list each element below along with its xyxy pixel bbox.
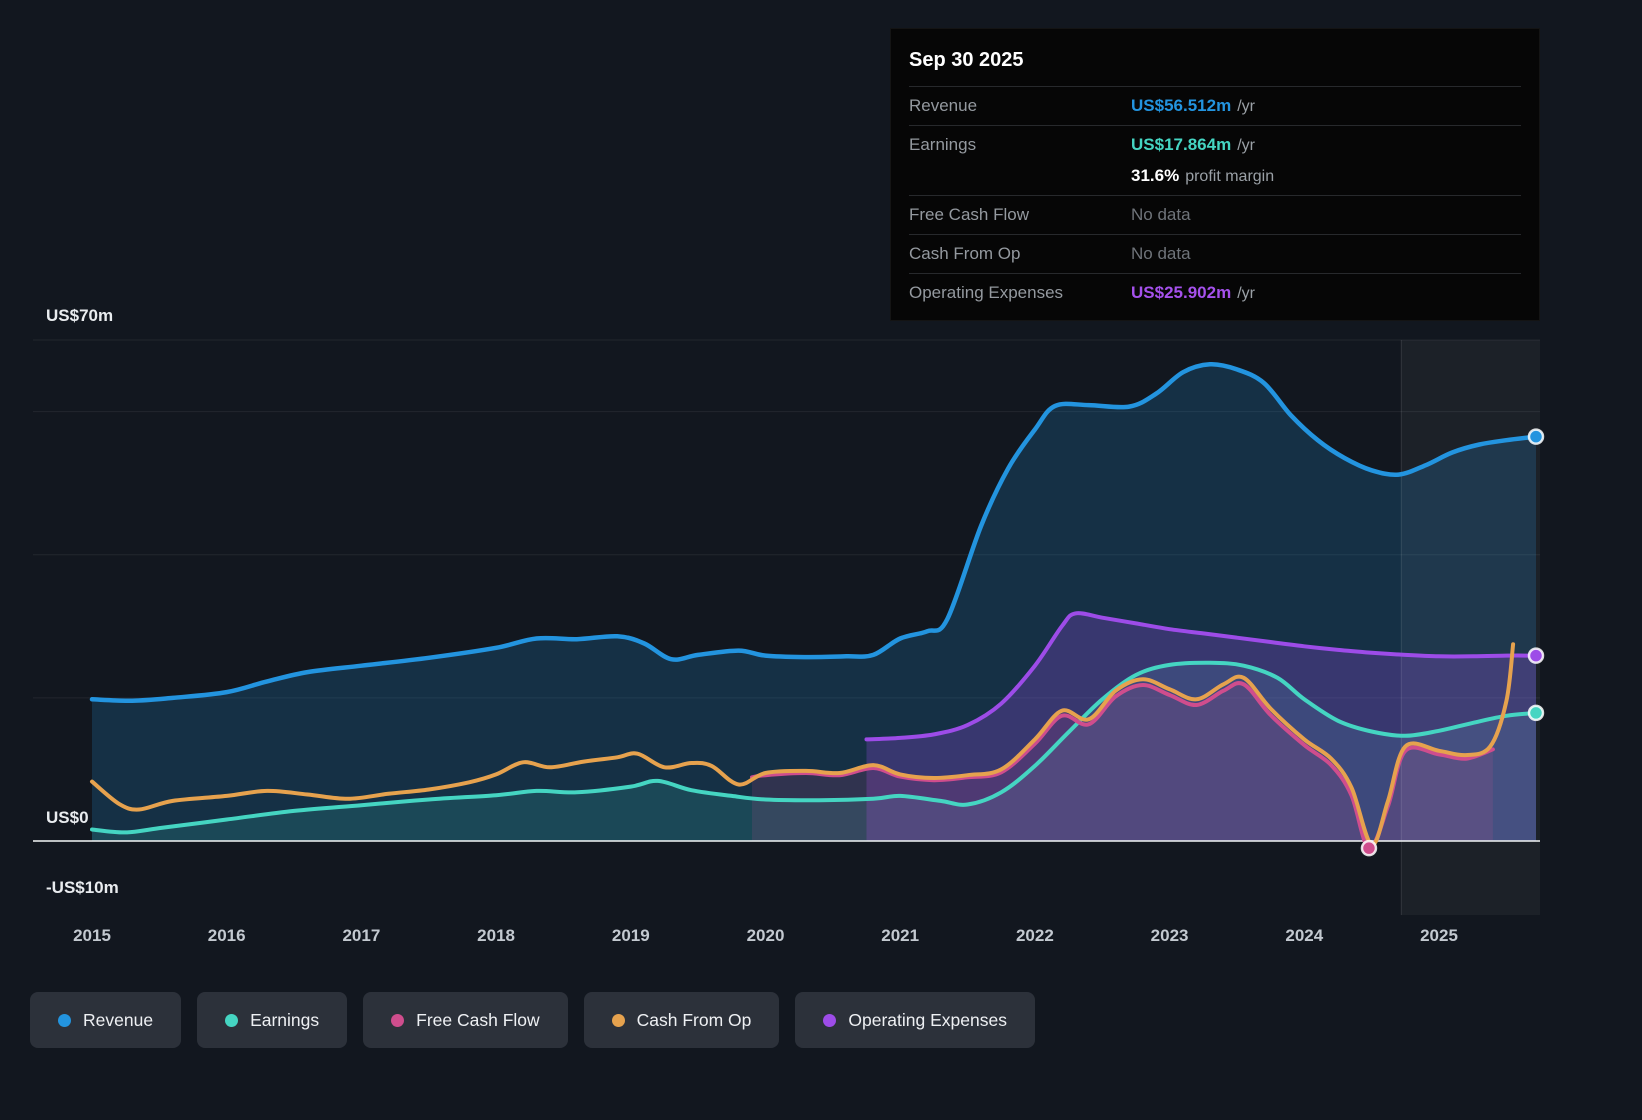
tooltip-opex-label: Operating Expenses [909, 283, 1064, 302]
tooltip-opex-value: US$25.902m/yr [1131, 283, 1255, 302]
tooltip-row-profit-margin: 31.6% profit margin [909, 164, 1521, 195]
legend-item-earnings[interactable]: Earnings [197, 992, 348, 1048]
y-axis-label-70m: US$70m [46, 306, 114, 325]
x-axis-tick-2015: 2015 [73, 926, 111, 945]
legend: Revenue Earnings Free Cash Flow Cash From O… [30, 992, 1035, 1048]
legend-dot-icon [391, 1013, 405, 1027]
tooltip-fcf-value: No data [1131, 205, 1191, 224]
x-axis-tick-2019: 2019 [611, 926, 650, 945]
tooltip-profit-margin-value: 31.6% profit margin [1131, 166, 1275, 185]
legend-label: Free Cash Flow [416, 1009, 540, 1030]
legend-item-cash-from-op[interactable]: Cash From Op [583, 992, 780, 1048]
tooltip-earnings-value: US$17.864m/yr [1131, 135, 1255, 154]
legend-label: Operating Expenses [848, 1009, 1007, 1030]
tooltip-row-operating-expenses: Operating Expenses US$25.902m/yr [909, 273, 1521, 312]
x-axis-tick-2021: 2021 [881, 926, 920, 945]
tooltip-revenue-label: Revenue [909, 96, 978, 115]
legend-label: Earnings [250, 1009, 320, 1030]
x-axis-tick-2025: 2025 [1420, 926, 1458, 945]
legend-dot-icon [611, 1013, 625, 1027]
x-axis-tick-2017: 2017 [342, 926, 381, 945]
legend-dot-icon [823, 1013, 837, 1027]
tooltip-fcf-label: Free Cash Flow [909, 205, 1029, 224]
tooltip-row-revenue: Revenue US$56.512m/yr [909, 86, 1521, 125]
tooltip-revenue-value: US$56.512m/yr [1131, 96, 1255, 115]
tooltip-cashop-value: No data [1131, 244, 1191, 263]
x-axis-tick-2020: 2020 [746, 926, 785, 945]
legend-label: Cash From Op [636, 1009, 752, 1030]
tooltip-earnings-label: Earnings [909, 135, 977, 154]
legend-label: Revenue [83, 1009, 154, 1030]
tooltip-date: Sep 30 2025 [909, 49, 1024, 71]
tooltip-row-cash-from-op: Cash From Op No data [909, 234, 1521, 273]
tooltip-row-free-cash-flow: Free Cash Flow No data [909, 195, 1521, 234]
x-axis-tick-2018: 2018 [477, 926, 516, 945]
x-axis-tick-2024: 2024 [1285, 926, 1324, 945]
legend-dot-icon [58, 1013, 71, 1027]
legend-dot-icon [225, 1013, 239, 1027]
x-axis-tick-2023: 2023 [1150, 926, 1189, 945]
chart-tooltip: Sep 30 2025 Revenue US$56.512m/yr Earnin… [890, 28, 1540, 321]
tooltip-cashop-label: Cash From Op [909, 244, 1021, 263]
x-axis-tick-2022: 2022 [1015, 926, 1054, 945]
legend-item-revenue[interactable]: Revenue [30, 992, 182, 1048]
tooltip-row-earnings: Earnings US$17.864m/yr [909, 125, 1521, 164]
x-axis-tick-2016: 2016 [207, 926, 246, 945]
y-axis-label-0: US$0 [46, 808, 89, 827]
legend-item-operating-expenses[interactable]: Operating Expenses [795, 992, 1035, 1048]
y-axis-label-neg10m: -US$10m [46, 878, 119, 897]
legend-item-free-cash-flow[interactable]: Free Cash Flow [363, 992, 568, 1048]
